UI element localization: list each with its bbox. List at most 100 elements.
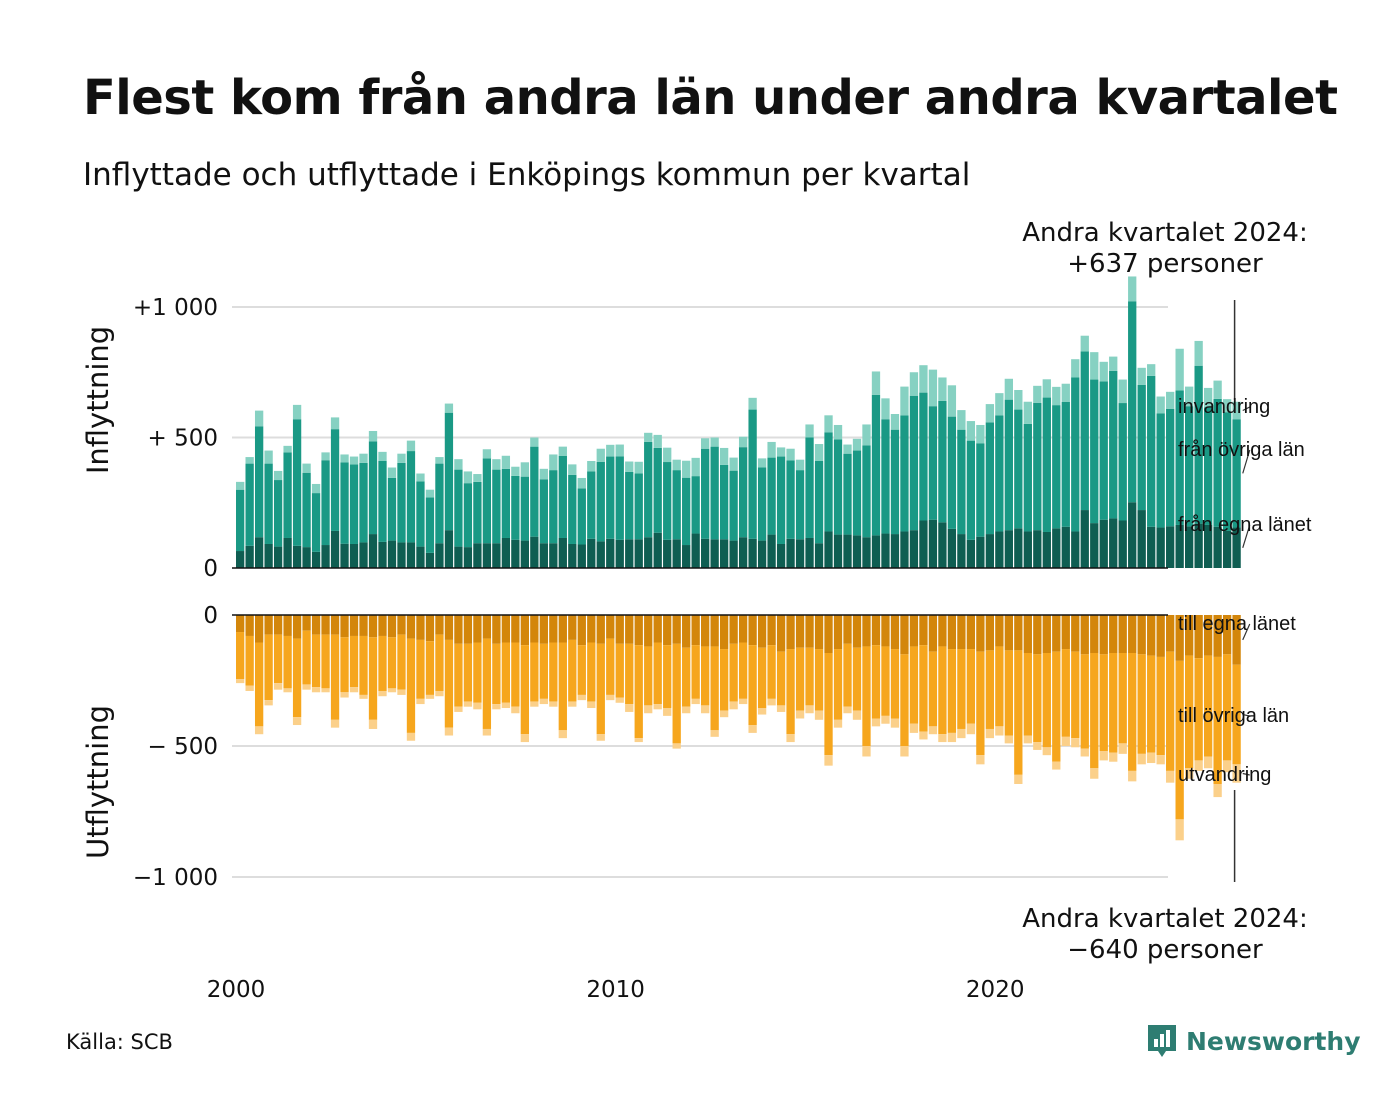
bar-outflow-own-county xyxy=(672,615,681,644)
bar-outflow-own-county xyxy=(909,615,919,647)
bar-inflow-own-county xyxy=(1213,526,1222,568)
bar-inflow-other-counties xyxy=(1166,408,1175,527)
bar-inflow-immigration xyxy=(511,466,520,476)
bar-outflow-other-counties xyxy=(1213,656,1222,784)
bar-inflow-other-counties xyxy=(340,462,349,544)
bar-inflow-immigration xyxy=(1109,356,1118,371)
bar-inflow-immigration xyxy=(1213,380,1222,399)
bar-inflow-other-counties xyxy=(511,475,520,540)
bar-outflow-emigration xyxy=(776,705,786,712)
bar-inflow-own-county xyxy=(520,540,529,568)
bar-outflow-other-counties xyxy=(321,634,330,689)
bar-outflow-emigration xyxy=(1203,756,1213,769)
bar-outflow-own-county xyxy=(444,615,454,640)
bar-inflow-other-counties xyxy=(520,476,529,541)
bar-inflow-own-county xyxy=(900,531,909,568)
bar-inflow-own-county xyxy=(625,539,634,568)
bar-inflow-other-counties xyxy=(1090,379,1099,524)
bar-outflow-other-counties xyxy=(549,642,558,702)
bar-inflow-own-county xyxy=(1099,519,1108,568)
bar-inflow-immigration xyxy=(1080,335,1089,352)
bar-inflow-immigration xyxy=(672,459,681,471)
bar-outflow-other-counties xyxy=(283,635,292,689)
bar-inflow-immigration xyxy=(919,365,928,393)
bar-outflow-emigration xyxy=(995,726,1004,736)
bar-inflow-other-counties xyxy=(909,395,919,531)
bar-inflow-immigration xyxy=(966,421,976,441)
bar-outflow-other-counties xyxy=(1099,654,1108,752)
annotation-latest-outflow: Andra kvartalet 2024: −640 personer xyxy=(995,904,1335,966)
bar-inflow-immigration xyxy=(900,386,909,416)
bar-outflow-other-counties xyxy=(596,643,605,735)
bar-outflow-other-counties xyxy=(492,643,501,705)
bar-inflow-other-counties xyxy=(976,443,985,537)
bar-inflow-own-county xyxy=(1222,530,1232,568)
newsworthy-logo-icon xyxy=(1148,1025,1176,1057)
x-tick-label: 2010 xyxy=(586,977,645,1003)
bar-outflow-emigration xyxy=(938,734,947,743)
bar-outflow-other-counties xyxy=(397,634,406,690)
bar-inflow-own-county xyxy=(757,540,767,568)
bar-outflow-own-county xyxy=(1147,615,1156,656)
bar-inflow-other-counties xyxy=(738,447,748,538)
bar-inflow-other-counties xyxy=(786,460,795,539)
bar-inflow-immigration xyxy=(701,438,710,449)
bar-inflow-immigration xyxy=(1203,387,1213,408)
bar-outflow-other-counties xyxy=(406,638,416,733)
bar-inflow-immigration xyxy=(663,447,672,463)
bar-outflow-own-county xyxy=(283,615,292,636)
bar-inflow-immigration xyxy=(862,424,871,446)
bar-inflow-own-county xyxy=(748,538,757,568)
bar-outflow-own-county xyxy=(995,615,1004,647)
bar-outflow-own-county xyxy=(1090,615,1099,653)
bar-outflow-other-counties xyxy=(663,645,672,709)
bar-inflow-other-counties xyxy=(748,409,757,539)
bar-outflow-own-county xyxy=(653,615,662,643)
bar-inflow-own-county xyxy=(539,543,548,568)
bar-inflow-other-counties xyxy=(767,457,776,535)
bar-outflow-emigration xyxy=(966,723,976,735)
bar-outflow-emigration xyxy=(1213,783,1222,798)
bar-outflow-other-counties xyxy=(615,643,624,698)
bar-outflow-own-county xyxy=(1213,615,1222,657)
bar-inflow-other-counties xyxy=(644,441,653,538)
bar-inflow-own-county xyxy=(606,538,615,568)
bar-inflow-own-county xyxy=(568,543,577,568)
bar-outflow-other-counties xyxy=(435,634,444,691)
bar-outflow-own-county xyxy=(795,615,805,648)
bar-inflow-other-counties xyxy=(596,461,605,542)
bar-outflow-emigration xyxy=(701,705,710,714)
bar-outflow-emigration xyxy=(577,694,586,701)
bar-outflow-own-county xyxy=(236,615,245,633)
bar-inflow-own-county xyxy=(1090,523,1099,568)
bar-inflow-other-counties xyxy=(710,446,719,540)
bar-inflow-other-counties xyxy=(663,462,672,540)
bar-inflow-immigration xyxy=(1090,352,1099,380)
bar-inflow-immigration xyxy=(957,410,966,430)
leader-line-inflow xyxy=(1242,406,1251,412)
bar-inflow-other-counties xyxy=(549,470,558,544)
bar-outflow-emigration xyxy=(957,728,966,739)
bar-outflow-own-county xyxy=(368,615,378,638)
bar-inflow-other-counties xyxy=(283,452,292,538)
bar-outflow-own-county xyxy=(767,615,776,646)
bar-inflow-own-county xyxy=(805,537,814,568)
bar-outflow-emigration xyxy=(264,700,273,706)
bar-inflow-own-county xyxy=(416,546,425,568)
bar-inflow-immigration xyxy=(283,445,292,453)
bar-outflow-own-county xyxy=(1033,615,1042,655)
newsworthy-logo[interactable]: Newsworthy xyxy=(1146,1021,1361,1061)
leader-line-outflow xyxy=(1242,772,1250,776)
bar-outflow-other-counties xyxy=(254,642,264,727)
bar-outflow-other-counties xyxy=(416,639,425,699)
bar-inflow-other-counties xyxy=(254,426,264,538)
bar-outflow-emigration xyxy=(1185,768,1194,779)
bar-inflow-other-counties xyxy=(330,429,340,531)
bar-outflow-own-county xyxy=(416,615,425,640)
bar-inflow-own-county xyxy=(710,539,719,568)
bar-outflow-own-county xyxy=(833,615,843,650)
bar-outflow-own-county xyxy=(776,615,786,652)
bar-outflow-own-county xyxy=(1118,615,1127,653)
bar-inflow-other-counties xyxy=(292,419,302,546)
bar-inflow-other-counties xyxy=(606,456,615,539)
